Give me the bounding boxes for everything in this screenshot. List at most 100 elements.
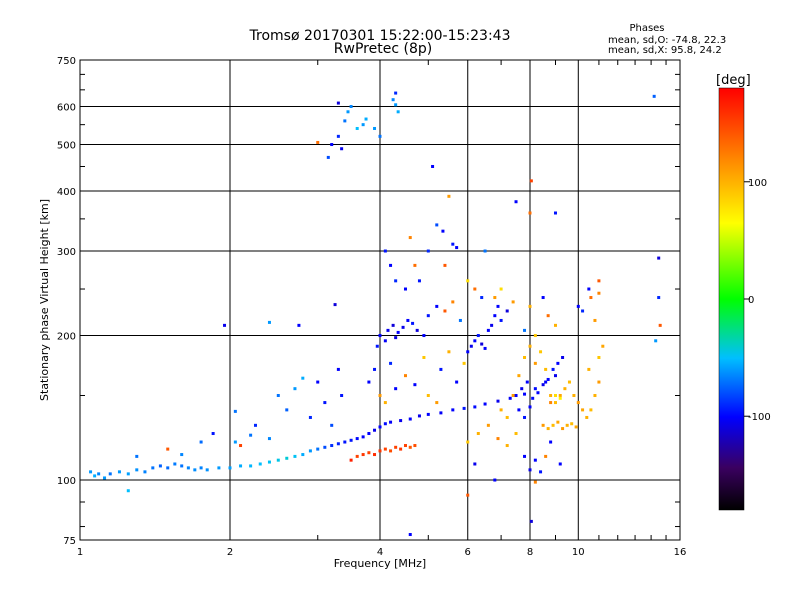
- data-point: [589, 296, 593, 300]
- data-point: [493, 296, 497, 300]
- data-point: [533, 334, 537, 338]
- data-point: [658, 323, 662, 327]
- data-point: [349, 458, 353, 462]
- data-point: [541, 383, 545, 387]
- data-point: [514, 200, 518, 204]
- data-point: [546, 314, 550, 318]
- data-point: [355, 454, 359, 458]
- data-point: [466, 279, 470, 283]
- data-point: [408, 533, 412, 537]
- data-point: [308, 415, 312, 419]
- data-point: [316, 140, 320, 144]
- data-point: [408, 417, 412, 421]
- x-tick-label: 6: [465, 547, 471, 558]
- y-axis-label: Stationary phase Virtual Height [km]: [38, 199, 51, 401]
- data-point: [391, 98, 395, 102]
- data-point: [383, 422, 387, 426]
- data-point: [389, 263, 393, 267]
- data-point: [563, 387, 567, 391]
- data-point: [126, 472, 130, 476]
- data-point: [574, 425, 578, 429]
- data-point: [378, 449, 382, 453]
- data-point: [408, 236, 412, 240]
- data-point: [443, 309, 447, 313]
- data-point: [551, 423, 555, 427]
- data-point: [267, 320, 271, 324]
- data-point: [439, 411, 443, 415]
- data-point: [426, 412, 430, 416]
- data-point: [336, 101, 340, 105]
- data-point: [480, 296, 484, 300]
- x-tick-label: 10: [572, 547, 585, 558]
- data-point: [340, 147, 344, 151]
- data-point: [364, 117, 368, 121]
- data-point: [103, 476, 107, 480]
- data-point: [228, 466, 232, 470]
- data-point: [528, 211, 532, 215]
- data-point: [587, 367, 591, 371]
- data-point: [391, 323, 395, 327]
- data-point: [333, 303, 337, 307]
- data-point: [490, 323, 494, 327]
- data-point: [349, 105, 353, 109]
- colorbar: [718, 87, 745, 511]
- data-point: [496, 304, 500, 308]
- data-point: [186, 466, 190, 470]
- data-point: [330, 444, 334, 448]
- data-point: [367, 432, 371, 436]
- data-point: [383, 401, 387, 405]
- data-point: [394, 336, 398, 340]
- data-point: [336, 442, 340, 446]
- data-point: [394, 91, 398, 95]
- x-tick-label: 4: [377, 547, 383, 558]
- data-point: [528, 405, 532, 409]
- data-point: [355, 437, 359, 441]
- data-point: [657, 296, 661, 300]
- data-point: [511, 300, 515, 304]
- y-tick-label: 100: [57, 476, 76, 487]
- data-point: [276, 394, 280, 398]
- data-point: [301, 453, 305, 457]
- x-tick-label: 8: [527, 547, 533, 558]
- data-point: [593, 394, 597, 398]
- data-point: [375, 344, 379, 348]
- data-point: [458, 318, 462, 322]
- data-point: [396, 110, 400, 114]
- data-point: [431, 164, 435, 168]
- data-point: [336, 134, 340, 138]
- colorbar-tick-label: 0: [748, 295, 754, 306]
- data-point: [285, 456, 289, 460]
- data-point: [426, 249, 430, 253]
- data-point: [343, 119, 347, 123]
- data-point: [323, 401, 327, 405]
- data-point: [378, 425, 382, 429]
- data-point: [483, 402, 487, 406]
- data-point: [166, 466, 170, 470]
- data-point: [476, 334, 480, 338]
- data-point: [389, 420, 393, 424]
- data-point: [108, 472, 112, 476]
- data-point: [267, 437, 271, 441]
- data-point: [249, 464, 253, 468]
- data-point: [373, 428, 377, 432]
- data-point: [549, 440, 553, 444]
- data-point: [223, 323, 227, 327]
- data-point: [413, 383, 417, 387]
- data-point: [585, 415, 589, 419]
- data-point: [408, 445, 412, 449]
- data-point: [533, 458, 537, 462]
- data-point: [199, 466, 203, 470]
- data-point: [514, 432, 518, 436]
- data-point: [499, 408, 503, 412]
- colorbar-tick-label: -100: [748, 412, 771, 423]
- data-point: [499, 318, 503, 322]
- data-point: [572, 394, 576, 398]
- data-point: [549, 394, 553, 398]
- data-point: [541, 296, 545, 300]
- y-tick-label: 300: [57, 247, 76, 258]
- data-point: [511, 394, 515, 398]
- data-point: [483, 249, 487, 253]
- data-point: [473, 462, 477, 466]
- data-point: [401, 325, 405, 329]
